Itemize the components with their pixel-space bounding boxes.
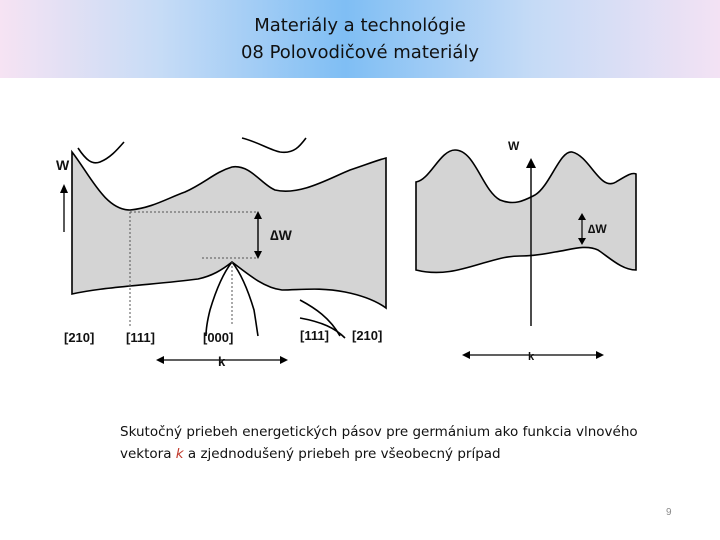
direction-label-5: [210]	[352, 328, 382, 343]
right-gap-label: ∆W	[588, 222, 607, 236]
left-band-gap-region	[71, 149, 387, 310]
direction-label-2: [111]	[126, 330, 155, 345]
caption-text-2: a zjednodušený priebeh pre všeobecný prí…	[183, 446, 501, 462]
left-lower-curve-a	[205, 261, 233, 337]
right-band-diagram	[415, 149, 637, 359]
left-upper-curve-a	[77, 141, 125, 164]
left-k-label: k	[218, 354, 226, 369]
page-number: 9	[666, 507, 672, 518]
caption-text-1: Skutočný priebeh energetických pásov pre…	[120, 424, 638, 462]
direction-label-3: [000]	[203, 330, 233, 345]
right-band-gap-region	[415, 149, 637, 274]
left-gap-label: ∆W	[270, 227, 293, 243]
left-upper-curve-b	[241, 137, 307, 154]
left-w-axis-label: W	[56, 157, 70, 173]
caption-k: k	[175, 446, 184, 462]
left-band-diagram	[60, 137, 387, 364]
direction-label-1: [210]	[64, 330, 94, 345]
left-lower-curve-b	[231, 261, 259, 337]
right-k-label: k	[528, 351, 535, 363]
figure-caption: Skutočný priebeh energetických pásov pre…	[120, 421, 640, 465]
slide-title: Materiály a technológie 08 Polovodičové …	[0, 12, 720, 66]
title-band	[0, 0, 720, 78]
title-line-2: 08 Polovodičové materiály	[240, 42, 480, 63]
left-lower-curve-d	[299, 317, 346, 339]
title-line-1: Materiály a technológie	[254, 15, 466, 36]
direction-label-4: [111]	[300, 328, 329, 343]
right-w-axis-label: W	[508, 139, 520, 153]
